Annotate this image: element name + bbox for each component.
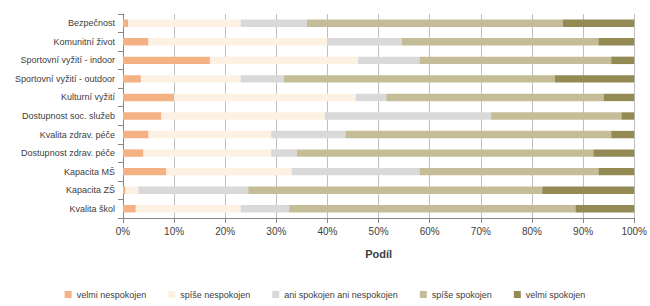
svg-text:80%: 80% bbox=[522, 226, 542, 237]
svg-text:70%: 70% bbox=[471, 226, 491, 237]
svg-text:90%: 90% bbox=[573, 226, 593, 237]
svg-text:50%: 50% bbox=[369, 226, 389, 237]
svg-text:Kvalita škol: Kvalita škol bbox=[69, 204, 115, 214]
svg-text:Dostupnost soc. služeb: Dostupnost soc. služeb bbox=[22, 111, 115, 121]
svg-text:velmi nespokojen: velmi nespokojen bbox=[77, 290, 147, 300]
svg-text:Kvalita zdrav. péče: Kvalita zdrav. péče bbox=[40, 130, 115, 140]
svg-text:0%: 0% bbox=[116, 226, 131, 237]
svg-text:Sportovní vyžití - outdoor: Sportovní vyžití - outdoor bbox=[15, 74, 115, 84]
svg-text:Bezpečnost: Bezpečnost bbox=[68, 18, 116, 28]
svg-text:spíše spokojen: spíše spokojen bbox=[432, 290, 492, 300]
svg-text:Kulturní vyžití: Kulturní vyžití bbox=[61, 92, 116, 102]
svg-text:Komunitní život: Komunitní život bbox=[53, 37, 115, 47]
svg-text:30%: 30% bbox=[266, 226, 286, 237]
svg-text:Kapacita MŠ: Kapacita MŠ bbox=[64, 167, 115, 177]
svg-text:Dostupnost zdrav. péče: Dostupnost zdrav. péče bbox=[21, 148, 115, 158]
svg-text:60%: 60% bbox=[420, 226, 440, 237]
svg-text:10%: 10% bbox=[164, 226, 184, 237]
svg-text:ani spokojen ani nespokojen: ani spokojen ani nespokojen bbox=[284, 290, 398, 300]
svg-text:velmi spokojen: velmi spokojen bbox=[526, 290, 586, 300]
svg-text:spíše nespokojen: spíše nespokojen bbox=[180, 290, 250, 300]
svg-text:Kapacita ZŠ: Kapacita ZŠ bbox=[66, 185, 115, 195]
svg-text:Sportovní vyžití - indoor: Sportovní vyžití - indoor bbox=[20, 55, 115, 65]
svg-text:Podíl: Podíl bbox=[365, 248, 392, 260]
svg-text:100%: 100% bbox=[621, 226, 647, 237]
svg-text:40%: 40% bbox=[317, 226, 337, 237]
svg-text:20%: 20% bbox=[215, 226, 235, 237]
